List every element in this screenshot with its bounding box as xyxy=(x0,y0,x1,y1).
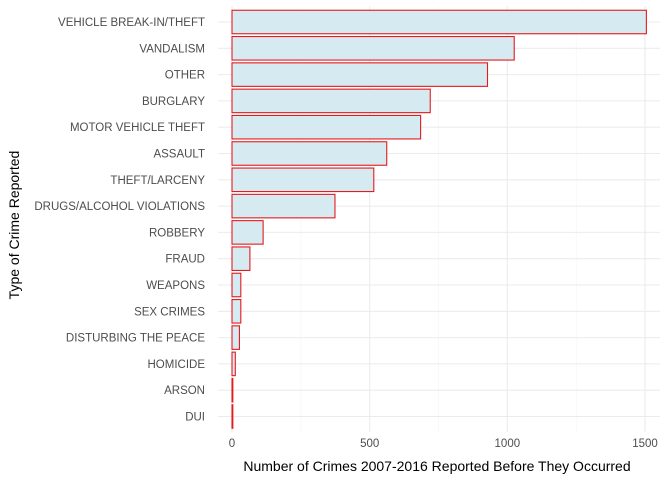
bar xyxy=(231,193,336,219)
bar xyxy=(231,246,251,271)
bar xyxy=(231,35,515,61)
bar xyxy=(231,114,422,140)
category-label: MOTOR VEHICLE THEFT xyxy=(70,122,205,134)
bars xyxy=(231,9,647,429)
bar xyxy=(231,272,242,298)
bar xyxy=(231,88,431,114)
category-label: THEFT/LARCENY xyxy=(110,175,205,187)
bar xyxy=(231,9,647,35)
bar xyxy=(231,351,236,377)
category-label: ROBBERY xyxy=(149,227,205,239)
bar xyxy=(231,404,234,429)
category-label: BURGLARY xyxy=(142,96,205,108)
x-axis-title: Number of Crimes 2007-2016 Reported Befo… xyxy=(243,458,630,474)
category-label: HOMICIDE xyxy=(148,359,206,371)
x-tick-label: 1500 xyxy=(632,438,658,450)
category-label: WEAPONS xyxy=(146,280,205,292)
category-label: FRAUD xyxy=(165,254,205,266)
bar xyxy=(231,325,240,350)
category-label: DRUGS/ALCOHOL VIOLATIONS xyxy=(34,201,205,213)
y-axis-title: Type of Crime Reported xyxy=(6,151,22,300)
category-label: ARSON xyxy=(164,385,205,397)
category-label: OTHER xyxy=(165,70,205,82)
x-tick-label: 0 xyxy=(229,438,235,450)
category-label: SEX CRIMES xyxy=(134,306,205,318)
category-labels: VEHICLE BREAK-IN/THEFT VANDALISM OTHER BURG… xyxy=(34,17,205,424)
bar xyxy=(231,377,234,403)
category-label: DUI xyxy=(185,412,205,424)
x-tick-label: 500 xyxy=(360,438,379,450)
category-label: DISTURBING THE PEACE xyxy=(66,333,205,345)
bar xyxy=(231,220,264,245)
category-label: ASSAULT xyxy=(153,149,205,161)
bar xyxy=(231,167,375,193)
category-label: VANDALISM xyxy=(139,43,205,55)
bar xyxy=(231,298,242,324)
category-label: VEHICLE BREAK-IN/THEFT xyxy=(58,17,205,29)
x-tick-labels: 0 500 1000 1500 xyxy=(229,438,658,450)
bar xyxy=(231,141,388,166)
bar xyxy=(231,62,489,87)
x-tick-label: 1000 xyxy=(495,438,521,450)
